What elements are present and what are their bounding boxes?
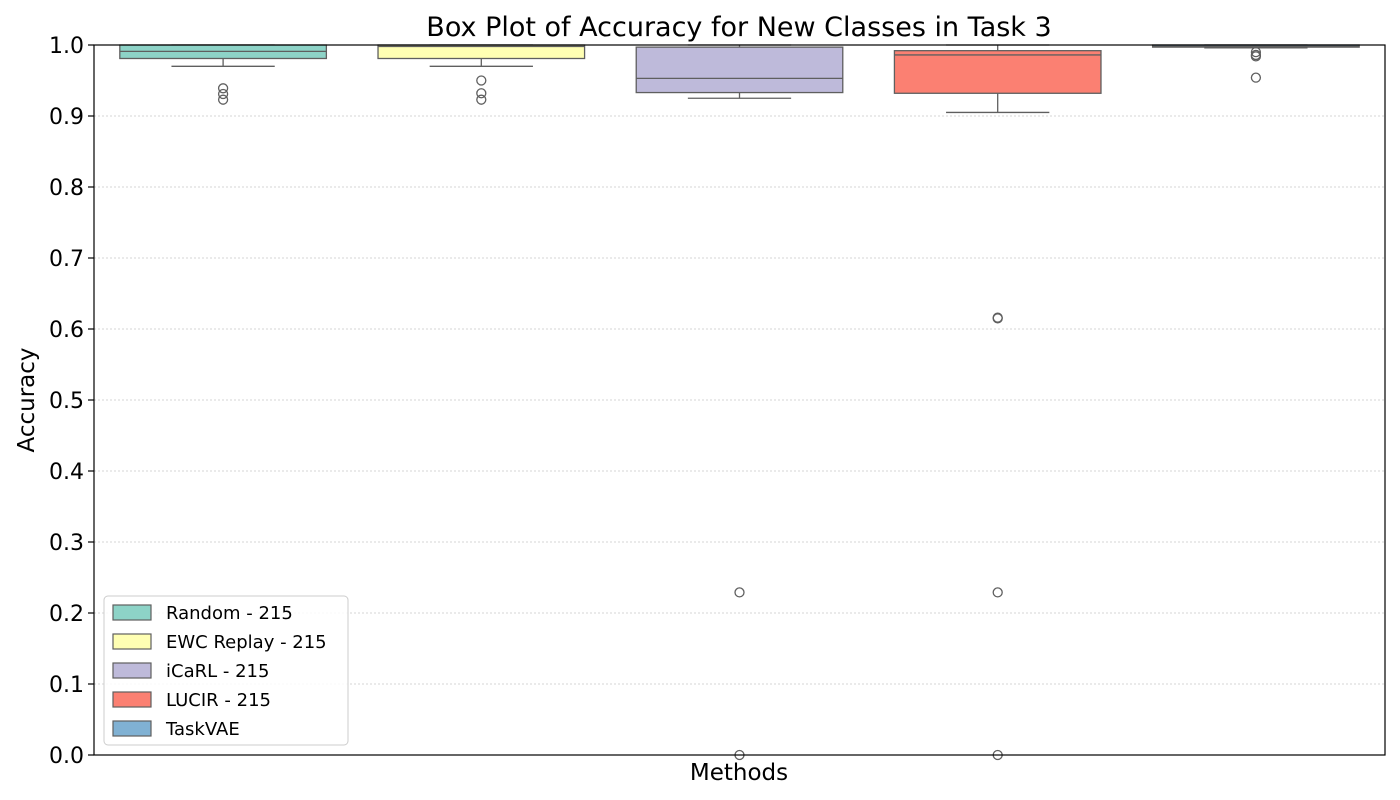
box-2 [377, 44, 586, 105]
legend-label: LUCIR - 215 [166, 690, 271, 711]
y-tick-label: 1.0 [49, 34, 84, 59]
legend-swatch [112, 691, 152, 708]
legend-frame [103, 595, 349, 746]
outlier-point [217, 83, 229, 94]
legend-label: Random - 215 [166, 603, 293, 624]
outlier-point [992, 313, 1003, 324]
y-tick-label: 0.5 [49, 389, 84, 414]
legend-label: TaskVAE [165, 719, 240, 740]
legend-swatch [112, 720, 152, 737]
y-tick-label: 0.6 [49, 318, 84, 343]
y-axis-label: Accuracy [14, 347, 40, 452]
y-tick-label: 0.2 [49, 602, 84, 627]
chart-title: Box Plot of Accuracy for New Classes in … [426, 12, 1051, 43]
legend-swatch [112, 633, 152, 650]
outlier-point [476, 94, 487, 105]
box-5 [1151, 44, 1360, 83]
outlier-point [992, 587, 1003, 598]
outlier-point [1250, 51, 1262, 62]
legend-label: iCaRL - 215 [166, 661, 269, 682]
legend-swatch [112, 604, 152, 621]
legend-label: EWC Replay - 215 [166, 632, 327, 653]
outlier-point [217, 88, 229, 100]
y-tick-label: 0.8 [49, 176, 84, 201]
box-1 [119, 44, 328, 105]
y-tick-label: 0.7 [49, 247, 84, 272]
box-3 [635, 44, 844, 761]
legend-swatch [112, 662, 152, 679]
y-tick-label: 0.3 [49, 531, 84, 556]
legend: Random - 215 EWC Replay - 215 iCaRL - 215 L… [103, 595, 349, 746]
outlier-point [476, 88, 487, 99]
y-tick-label: 0.1 [49, 673, 84, 698]
outlier-point [1250, 72, 1262, 83]
outlier-point [1250, 46, 1262, 58]
outlier-point [734, 587, 745, 598]
grid-lines [94, 115, 1385, 685]
outlier-point [217, 94, 229, 105]
y-axis: 0.0 0.1 0.2 0.3 0.4 0.5 0.6 0.7 0.8 0.9 1.0 [49, 34, 94, 769]
box-iqr [635, 46, 844, 94]
y-tick-label: 0.9 [49, 105, 84, 130]
outlier-point [476, 75, 487, 86]
box-4 [893, 44, 1102, 761]
box-iqr [893, 50, 1102, 94]
y-tick-label: 0.0 [49, 744, 84, 769]
x-axis-label: Methods [690, 760, 788, 786]
y-tick-label: 0.4 [49, 460, 84, 485]
